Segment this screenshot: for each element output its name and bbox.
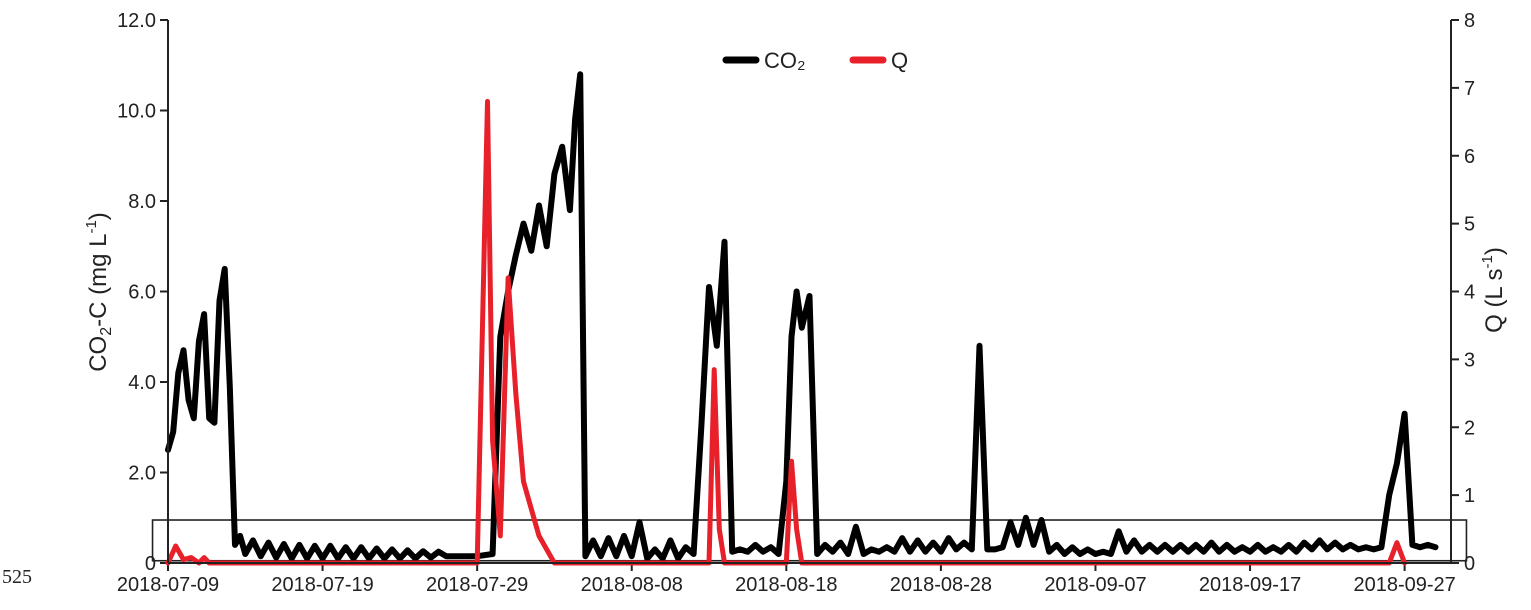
right-y-title-superscript: -1 <box>1479 255 1496 268</box>
left-y-tick-label: 6.0 <box>128 282 156 304</box>
series-line-q <box>165 98 1408 566</box>
left-y-ticks: 0 2.0 4.0 6.0 8.0 10.0 12.0 <box>117 10 168 575</box>
x-tick-label: 2018-09-17 <box>1199 574 1301 596</box>
left-y-title-subscript: 2 <box>98 327 115 336</box>
data-series <box>165 71 1439 566</box>
left-y-tick-label: 4.0 <box>128 372 156 394</box>
right-y-tick-label: 3 <box>1464 349 1475 371</box>
left-y-tick-label: 10.0 <box>117 101 156 123</box>
right-y-tick-label: 6 <box>1464 146 1475 168</box>
legend-label-q: Q <box>891 48 908 73</box>
x-tick-label: 2018-08-08 <box>581 574 683 596</box>
right-y-tick-label: 1 <box>1464 485 1475 507</box>
x-ticks: 2018-07-09 2018-07-19 2018-07-29 2018-08-08… <box>117 563 1456 596</box>
legend-label-co2: CO₂ <box>764 48 806 73</box>
left-y-tick-label: 12.0 <box>117 10 156 32</box>
right-y-tick-label: 7 <box>1464 78 1475 100</box>
left-y-title-superscript: -1 <box>83 220 100 233</box>
left-y-title-part: ) <box>85 212 112 220</box>
x-tick-label: 2018-08-18 <box>735 574 837 596</box>
right-y-title-part: ) <box>1481 247 1508 255</box>
right-y-tick-label: 5 <box>1464 214 1475 236</box>
right-y-tick-label: 2 <box>1464 417 1475 439</box>
page-number: 525 <box>2 566 32 588</box>
right-y-ticks: 0 1 2 3 4 5 6 7 8 <box>1451 10 1475 575</box>
series-line-co2 <box>165 71 1439 562</box>
left-y-title-part: CO <box>85 336 112 372</box>
x-tick-label: 2018-07-09 <box>117 574 219 596</box>
left-y-axis-title: CO2-C (mg L-1) <box>83 212 115 372</box>
right-y-tick-label: 0 <box>1464 553 1475 575</box>
right-y-axis-title: Q (L s-1) <box>1479 247 1508 333</box>
left-y-tick-label: 0 <box>145 553 156 575</box>
right-y-tick-label: 4 <box>1464 282 1475 304</box>
left-y-tick-label: 8.0 <box>128 191 156 213</box>
legend: CO₂ Q <box>722 48 908 73</box>
x-tick-label: 2018-08-28 <box>890 574 992 596</box>
left-y-title-part: -C (mg L <box>85 234 112 327</box>
right-y-tick-label: 8 <box>1464 10 1475 32</box>
x-tick-label: 2018-09-07 <box>1044 574 1146 596</box>
left-y-tick-label: 2.0 <box>128 463 156 485</box>
right-y-title-part: Q (L s <box>1481 268 1508 332</box>
x-tick-label: 2018-07-29 <box>426 574 528 596</box>
x-tick-label: 2018-09-27 <box>1353 574 1455 596</box>
x-tick-label: 2018-07-19 <box>271 574 373 596</box>
